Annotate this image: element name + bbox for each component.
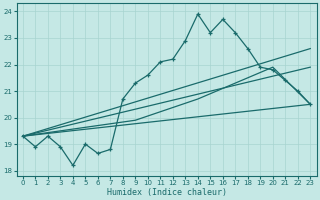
X-axis label: Humidex (Indice chaleur): Humidex (Indice chaleur) bbox=[107, 188, 227, 197]
